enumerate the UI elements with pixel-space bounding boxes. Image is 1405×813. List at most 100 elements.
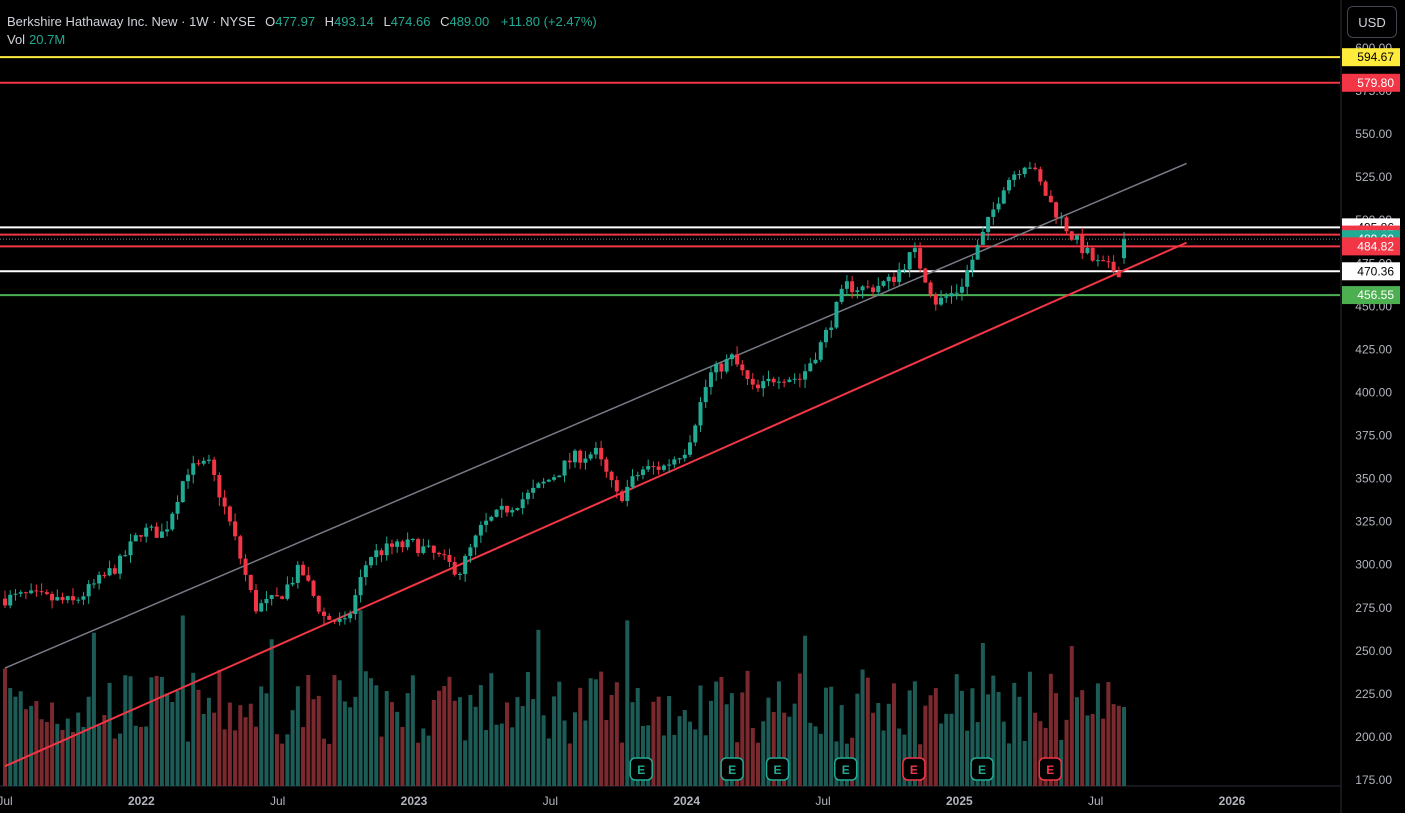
candle-body — [881, 281, 886, 286]
volume-bar — [311, 699, 316, 786]
candle-body — [316, 595, 321, 612]
candle-body — [1007, 179, 1012, 191]
volume-bar — [321, 738, 326, 786]
candle-body — [23, 592, 28, 594]
candle-body — [939, 297, 944, 305]
volume-bar — [374, 685, 379, 786]
candle-body — [8, 594, 13, 606]
time-tick-label: Jul — [1088, 794, 1103, 808]
candle-body — [1027, 167, 1032, 169]
candle-body — [980, 231, 985, 245]
time-tick-label: 2025 — [946, 794, 973, 808]
volume-bar — [426, 735, 431, 786]
candle-body — [186, 474, 191, 482]
candle-body — [693, 425, 698, 443]
candle-body — [672, 459, 677, 465]
candle-body — [541, 481, 546, 484]
candle-body — [468, 547, 473, 556]
volume-bar — [803, 635, 808, 786]
price-axis: 175.00 200.00 225.00 250.00 275.00 300.00 325.… — [1355, 41, 1392, 787]
candle-body — [970, 259, 975, 271]
candle-body — [907, 252, 912, 270]
candle-body — [405, 539, 410, 548]
volume-bar — [128, 676, 133, 786]
volume-bar — [792, 703, 797, 786]
volume-bar — [60, 729, 65, 786]
volume-bar — [138, 727, 143, 786]
volume-value: 20.7M — [29, 32, 66, 47]
volume-histogram — [3, 610, 1127, 786]
volume-bar — [593, 679, 598, 786]
candle-body — [991, 209, 996, 217]
volume-bar — [1027, 671, 1032, 786]
volume-bar — [201, 713, 206, 786]
candle-body — [81, 596, 86, 600]
volume-bar — [771, 711, 776, 786]
earnings-marker-frame — [629, 757, 653, 781]
candle-body — [280, 596, 285, 599]
candle-body — [808, 363, 813, 372]
price-tag-bg — [1342, 48, 1400, 67]
earnings-marker-label: E — [842, 763, 850, 777]
volume-bar — [933, 688, 938, 786]
candle-body — [1064, 217, 1069, 232]
candle-body — [233, 521, 238, 537]
volume-bar — [212, 712, 217, 786]
volume-bar — [661, 735, 666, 786]
volume-bar — [337, 680, 342, 786]
volume-bar — [421, 728, 426, 786]
price-tick-label: 300.00 — [1355, 558, 1392, 572]
volume-bar — [562, 720, 567, 786]
volume-bar — [797, 673, 802, 786]
candle-body — [154, 526, 159, 538]
close-value: 489.00 — [449, 14, 490, 29]
volume-bar — [112, 738, 117, 786]
candle-body — [975, 244, 980, 260]
candle-body — [761, 381, 766, 389]
time-tick-label: Jul — [815, 794, 830, 808]
volume-bar — [986, 694, 991, 786]
candle-body — [206, 459, 211, 461]
volume-bar — [1012, 682, 1017, 786]
volume-bar — [254, 726, 259, 786]
candle-body — [290, 582, 295, 585]
price-tick-label: 375.00 — [1355, 429, 1392, 443]
candle-body — [389, 543, 394, 547]
time-tick-label: Jul — [270, 794, 285, 808]
volume-bar — [442, 686, 447, 786]
candle-body — [264, 598, 269, 604]
earnings-marker-frame — [1038, 757, 1062, 781]
candle-body — [269, 595, 274, 599]
volume-bar — [452, 700, 457, 786]
earnings-marker-label: E — [637, 763, 645, 777]
close-label: C — [440, 14, 450, 29]
price-tag-label: 484.82 — [1357, 239, 1394, 253]
candle-body — [750, 378, 755, 385]
candle-body — [212, 459, 217, 476]
horizontal-levels — [0, 56, 1340, 297]
volume-bar — [327, 743, 332, 786]
volume-bar — [473, 706, 478, 786]
time-tick-label: Jul — [0, 794, 13, 808]
volume-bar — [1101, 718, 1106, 786]
volume-bar — [604, 720, 609, 786]
candle-body — [175, 501, 180, 514]
candle-body — [50, 593, 55, 601]
volume-bar — [1095, 683, 1100, 786]
volume-bar — [1038, 721, 1043, 786]
volume-bar — [175, 690, 180, 786]
candle-body — [60, 597, 65, 601]
candle-body — [588, 454, 593, 459]
earnings-marker-frame — [902, 757, 926, 781]
candle-body — [1022, 167, 1027, 175]
volume-bar — [280, 743, 285, 786]
volume-bar — [290, 710, 295, 786]
volume-bar — [886, 703, 891, 786]
volume-bar — [363, 671, 368, 786]
candle-body — [478, 524, 483, 536]
currency-button[interactable]: USD — [1347, 6, 1397, 38]
candle-body — [395, 541, 400, 547]
price-tag-bg — [1342, 237, 1400, 256]
volume-bar — [133, 725, 138, 786]
